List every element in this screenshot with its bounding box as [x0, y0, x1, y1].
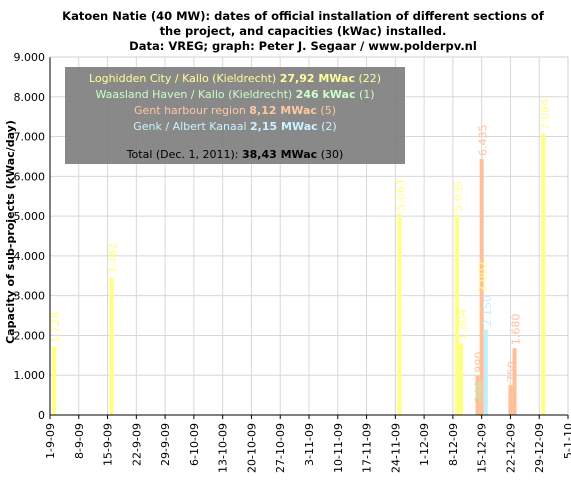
legend-item-genk: Genk / Albert Kanaal 2,15 MWac (2): [133, 120, 336, 133]
title-line-1: Katoen Natie (40 MW): dates of official …: [62, 9, 545, 23]
y-tick-label: 5.000: [14, 210, 46, 223]
legend-background: [65, 67, 405, 164]
x-tick-label: 3-11-09: [303, 423, 316, 466]
x-tick-label: 8-12-09: [447, 423, 460, 466]
bar-data-label: 1.804: [456, 309, 469, 341]
x-tick-label: 22-12-09: [504, 423, 517, 473]
x-tick-label: 24-11-09: [389, 423, 402, 473]
legend-item-label: Loghidden City / Kallo (Kieldrecht): [89, 72, 280, 85]
y-tick-label: 8.000: [14, 91, 46, 104]
x-tick-label: 27-10-09: [274, 423, 287, 473]
y-tick-label: 7.000: [14, 131, 46, 144]
bar-data-label: 2.150: [481, 295, 494, 327]
legend-item-value: 2,15 MWac: [250, 120, 318, 133]
y-tick-label: 3.000: [14, 290, 46, 303]
bar-data-label: 246: [473, 381, 486, 402]
y-tick-label: 1.000: [14, 369, 46, 382]
x-tick-label: 10-11-09: [332, 423, 345, 473]
legend-item-label: Genk / Albert Kanaal: [133, 120, 250, 133]
bar-data-label: 990: [473, 352, 486, 373]
bar-label-layer: 1.728 3.462 5.063 5.035 1.804 3.002 7.084 246 99…: [49, 99, 551, 403]
legend-total-count: (30): [317, 148, 343, 161]
bar: [109, 277, 114, 415]
legend-total-value: 38,43 MWac: [242, 148, 317, 161]
bar-layer: [52, 133, 546, 415]
x-tick-label: 22-9-09: [130, 423, 143, 466]
x-tick-label: 15-9-09: [102, 423, 115, 466]
x-tick-label: 15-12-09: [476, 423, 489, 473]
title-line-3: Data: VREG; graph: Peter J. Segaar / www…: [129, 39, 477, 53]
x-tick-label: 17-11-09: [361, 423, 374, 473]
y-axis-label: Capacity of sub-projects (kWac/day): [4, 120, 17, 344]
bar: [479, 159, 484, 415]
legend-item-count: (1): [355, 88, 374, 101]
chart-title: Katoen Natie (40 MW): dates of official …: [62, 9, 545, 53]
bar: [541, 133, 546, 415]
y-tick-label: 4.000: [14, 250, 46, 263]
x-tick-label: 1-9-09: [44, 423, 57, 459]
y-tick-label: 0: [38, 409, 45, 422]
x-tick-label: 5-1-10: [562, 423, 571, 459]
bar: [455, 214, 459, 415]
title-line-2: the project, and capacities (kWac) insta…: [160, 24, 447, 38]
x-tick-label: 8-9-09: [73, 423, 86, 459]
x-tick-label: 1-12-09: [418, 423, 431, 466]
legend-item-waasland: Waasland Haven / Kallo (Kieldrecht) 246 …: [95, 88, 374, 101]
bar-data-label: 3.462: [107, 243, 120, 275]
axis-layer: 0 1.000 2.000 3.000 4.000 5.000 6.000 7.000 8.00…: [14, 51, 571, 473]
legend-item-count: (2): [318, 120, 337, 133]
bar: [512, 348, 517, 415]
legend-item-gent: Gent harbour region 8,12 MWac (5): [134, 104, 336, 117]
legend-item-loghidden: Loghidden City / Kallo (Kieldrecht) 27,9…: [89, 72, 381, 85]
x-tick-label: 6-10-09: [188, 423, 201, 466]
bar-data-label: 1.728: [49, 312, 62, 344]
x-tick-label: 29-12-09: [533, 423, 546, 473]
legend-item-count: (22): [355, 72, 381, 85]
y-tick-label: 9.000: [14, 51, 46, 64]
bar: [397, 213, 402, 415]
legend-item-value: 27,92 MWac: [280, 72, 355, 85]
legend-item-label: Gent harbour region: [134, 104, 249, 117]
bar-data-label: 750: [505, 361, 518, 382]
bar: [52, 346, 57, 415]
legend-total: Total (Dec. 1, 2011): 38,43 MWac (30): [126, 148, 344, 161]
bar-data-label: 7.084: [538, 99, 551, 131]
y-tick-label: 6.000: [14, 170, 46, 183]
bar: [475, 375, 480, 415]
legend-total-label: Total (Dec. 1, 2011):: [126, 148, 242, 161]
legend-item-value: 8,12 MWac: [249, 104, 317, 117]
x-tick-label: 13-10-09: [217, 423, 230, 473]
bar: [483, 329, 488, 415]
bar-data-label: 5.063: [394, 179, 407, 211]
legend: Loghidden City / Kallo (Kieldrecht) 27,9…: [65, 67, 405, 164]
bar-data-label: 5.035: [452, 180, 465, 212]
bar-data-label: 1.680: [510, 314, 523, 346]
legend-item-label: Waasland Haven / Kallo (Kieldrecht): [95, 88, 295, 101]
y-tick-label: 2.000: [14, 329, 46, 342]
bar: [459, 343, 464, 415]
x-tick-label: 29-9-09: [159, 423, 172, 466]
bar-data-label: 6.435: [477, 125, 490, 157]
bar: [508, 385, 513, 415]
bar-data-label: 3.002: [477, 261, 490, 293]
legend-item-value: 246 kWac: [296, 88, 356, 101]
legend-item-count: (5): [317, 104, 336, 117]
x-tick-label: 20-10-09: [245, 423, 258, 473]
